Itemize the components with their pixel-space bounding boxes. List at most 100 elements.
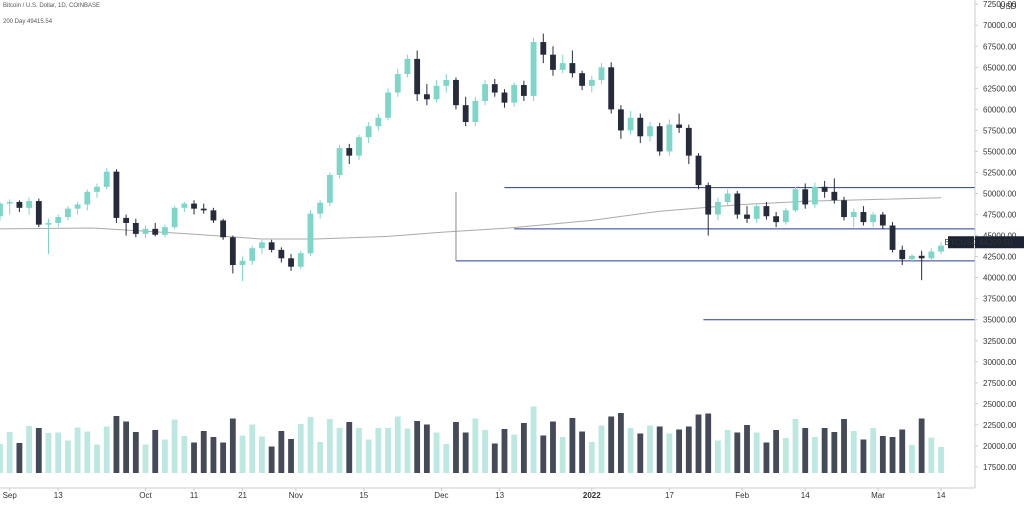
volume-bar — [559, 437, 566, 473]
volume-bar — [0, 444, 3, 473]
volume-bar — [763, 442, 770, 473]
candle — [744, 214, 750, 219]
candle — [598, 67, 605, 80]
x-tick-label: Feb — [735, 491, 749, 500]
candle — [812, 186, 818, 205]
candle — [918, 255, 925, 259]
candle — [530, 42, 537, 96]
candle — [938, 245, 944, 252]
volume-bar — [84, 431, 91, 473]
volume-bar — [16, 443, 23, 473]
candle — [870, 214, 877, 223]
symbol-legend: Bitcoin / U.S. Dollar, 1D, COINBASE — [3, 3, 101, 9]
candle — [472, 100, 479, 122]
candle — [65, 208, 71, 218]
volume-bar — [307, 417, 314, 473]
candle — [16, 201, 23, 208]
volume-bar — [356, 428, 362, 473]
candle — [375, 117, 382, 127]
candle — [909, 255, 915, 260]
x-tick-label: 21 — [238, 491, 247, 500]
volume-bar — [142, 444, 149, 473]
candle — [821, 186, 828, 192]
candle — [74, 204, 81, 209]
candle — [715, 201, 721, 215]
candle — [404, 58, 411, 75]
candle — [666, 124, 673, 152]
candle — [656, 126, 663, 152]
y-tick-label: 70000.00 — [983, 21, 1017, 30]
candle — [249, 248, 256, 261]
volume-bar — [792, 419, 799, 473]
volume-bar — [404, 428, 411, 473]
x-tick-label: Dec — [434, 491, 448, 500]
y-tick-label: 55000.00 — [983, 147, 1017, 156]
candle — [103, 171, 110, 187]
volume-bar — [229, 418, 236, 473]
y-tick-label: 47500.00 — [983, 211, 1017, 220]
y-tick-label: 35000.00 — [983, 316, 1017, 325]
candle — [491, 84, 498, 93]
y-tick-label: 20000.00 — [983, 442, 1017, 451]
candle — [297, 253, 304, 267]
volume-bar — [113, 416, 120, 473]
y-tick-label: 30000.00 — [983, 358, 1017, 367]
volume-bar — [462, 432, 469, 473]
volume-bar — [695, 414, 702, 473]
volume-bar — [200, 431, 207, 473]
volume-bar — [123, 421, 130, 473]
candle — [724, 193, 731, 202]
candle — [511, 84, 518, 103]
volume-bar — [297, 424, 304, 473]
volume-bar — [385, 428, 391, 473]
candle — [695, 155, 702, 186]
candle — [453, 79, 459, 106]
candle — [132, 222, 139, 234]
candle — [588, 79, 595, 86]
volume-bar — [491, 443, 498, 473]
ma-200-line — [0, 197, 942, 240]
volume-bar — [501, 429, 508, 473]
candle — [879, 214, 886, 226]
volume-bar — [346, 422, 353, 473]
candle — [191, 203, 197, 209]
candle — [617, 109, 624, 131]
x-tick-label: 13 — [495, 491, 504, 500]
volume-bar — [530, 406, 537, 473]
volume-bar — [773, 430, 780, 473]
y-tick-label: 65000.00 — [983, 63, 1017, 72]
y-tick-label: 17500.00 — [983, 463, 1017, 472]
x-tick-label: 13 — [54, 491, 63, 500]
volume-bar — [938, 447, 944, 473]
candle — [889, 225, 896, 250]
candle — [860, 212, 867, 223]
volume-bar — [520, 423, 527, 473]
candle — [841, 200, 847, 218]
y-tick-label: 40000.00 — [983, 274, 1017, 283]
y-tick-label: 50000.00 — [983, 190, 1017, 199]
x-tick-label: 15 — [359, 491, 368, 500]
volume-bar — [414, 421, 421, 473]
candle — [676, 124, 683, 128]
y-tick-label: 67500.00 — [983, 42, 1017, 51]
volume-bar — [850, 431, 857, 473]
volume-bar — [685, 426, 692, 473]
volume-bar — [812, 437, 818, 473]
volume-bar — [220, 442, 227, 473]
volume-bar — [734, 432, 741, 473]
volume-bar — [259, 436, 265, 473]
volume-bar — [326, 419, 333, 473]
volume-bar — [191, 442, 197, 473]
candle — [462, 105, 469, 122]
volume-bar — [482, 430, 488, 473]
volume-bar — [210, 437, 217, 473]
candle — [326, 175, 333, 203]
candle — [317, 202, 324, 214]
candle — [336, 148, 343, 176]
x-tick-label: 2022 — [583, 491, 601, 500]
volume-bar — [6, 432, 13, 473]
candle — [850, 212, 857, 218]
volume-bar — [74, 427, 81, 473]
